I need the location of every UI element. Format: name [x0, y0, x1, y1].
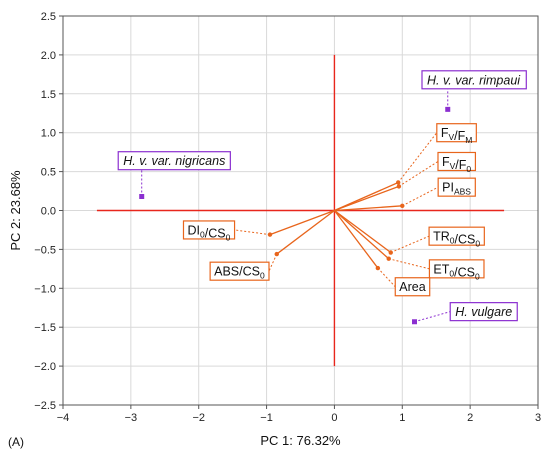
loading-label-box [182, 220, 236, 240]
loading-label: PIABS [442, 181, 471, 197]
loading-point [386, 256, 391, 261]
loading-label: TR0/CS0 [433, 230, 480, 249]
y-tick-label: 2.0 [41, 50, 56, 62]
loading-label-box [394, 277, 431, 297]
y-tick-label: 1.0 [41, 128, 56, 140]
y-tick-label: −1.0 [34, 283, 56, 295]
loading-label-box [428, 259, 485, 279]
x-tick-label: 2 [467, 412, 473, 424]
group-label: H. v. var. rimpaui [427, 73, 521, 87]
loading-vector [334, 209, 392, 254]
x-axis-ticks: −4 −3 −2 −1 0 1 2 3 [57, 405, 541, 424]
loading-label-box [436, 123, 477, 143]
x-tick-label: 1 [399, 412, 405, 424]
loading-label: FV/F0 [442, 155, 471, 174]
loading-label-box [428, 226, 485, 246]
x-axis-title: PC 1: 76.32% [260, 433, 341, 448]
group-label-box [117, 151, 231, 171]
loading-vectors: FV/FM FV/F0 PIABS TR0/CS0 ET0/CS0 Area DI0/CS0… [182, 123, 485, 297]
y-tick-label: −1.5 [34, 322, 56, 334]
x-tick-label: −1 [260, 412, 273, 424]
loading-point [396, 184, 402, 189]
loading-label: ABS/CS0 [214, 265, 265, 281]
panel-label: (A) [8, 435, 24, 449]
loading-leader [234, 229, 271, 236]
loading-label-box [209, 261, 270, 281]
loading-vector [333, 210, 379, 269]
y-tick-label: 1.5 [41, 89, 56, 101]
y-tick-label: −2.0 [34, 361, 56, 373]
group-label-box [449, 302, 518, 322]
x-tick-label: 0 [331, 412, 337, 424]
loading-label: DI0/CS0 [187, 223, 230, 242]
y-tick-label: 2.5 [41, 11, 56, 23]
x-tick-label: −2 [192, 412, 205, 424]
loading-leader [390, 235, 430, 253]
loading-point [375, 265, 381, 271]
loading-leader [388, 258, 430, 270]
loading-leader [377, 267, 396, 288]
loading-vector [276, 209, 335, 255]
group-label: H. v. var. nigricans [123, 154, 225, 168]
loading-label: ET0/CS0 [433, 262, 480, 281]
loading-vector [269, 209, 335, 236]
loading-label: FV/FM [441, 126, 473, 145]
y-tick-label: −0.5 [34, 244, 56, 256]
y-tick-label: −2.5 [34, 400, 56, 412]
group-label: H. vulgare [455, 305, 512, 319]
loading-label-box [437, 177, 476, 197]
y-tick-label: 0.0 [41, 206, 56, 218]
loading-label-box [437, 151, 477, 172]
x-tick-label: −4 [57, 412, 70, 424]
loading-vector [333, 210, 390, 260]
loading-leader [268, 253, 278, 272]
loading-leader [402, 186, 439, 207]
y-tick-label: 0.5 [41, 167, 56, 179]
x-tick-label: −3 [125, 412, 138, 424]
loading-vector [334, 185, 400, 212]
y-axis-ticks: −2.5 −2.0 −1.5 −1.0 −0.5 0.0 0.5 1.0 1.5 2.0 2.5 [34, 11, 63, 412]
x-tick-label: 3 [535, 412, 541, 424]
loading-leader [397, 132, 438, 183]
group-points: H. v. var. rimpaui H. v. var. nigricans H.… [117, 70, 527, 325]
loading-label: Area [399, 280, 425, 294]
y-axis-title: PC 2: 23.68% [8, 170, 23, 251]
loading-vector [334, 205, 403, 212]
group-label-box [421, 70, 527, 90]
